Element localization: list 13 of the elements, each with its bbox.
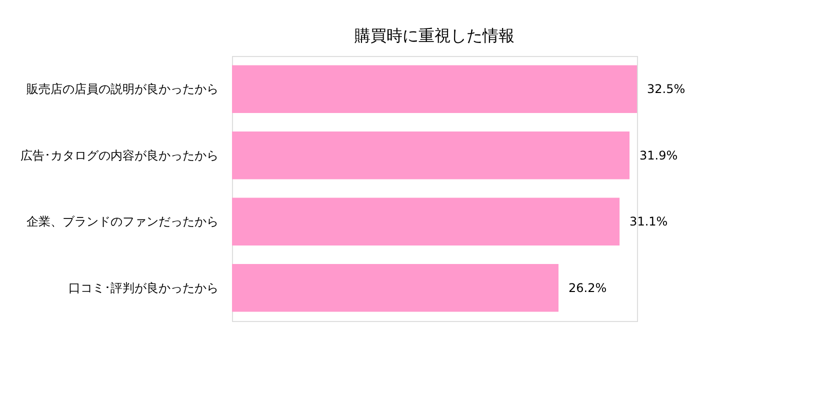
y-tick-label: 口コミ･評判が良かったから: [68, 280, 218, 295]
y-tick-label: 企業、ブランドのファンだったから: [26, 214, 218, 229]
bar: [232, 65, 637, 113]
bar: [232, 198, 620, 246]
y-tick-label: 販売店の店員の説明が良かったから: [26, 82, 218, 96]
data-label: 32.5%: [647, 82, 686, 96]
y-tick-label: 広告･カタログの内容が良かったから: [20, 148, 218, 162]
data-label: 31.1%: [630, 214, 668, 229]
data-label: 31.9%: [640, 148, 678, 162]
data-label: 26.2%: [568, 280, 607, 295]
bar: [232, 264, 558, 312]
chart-title: 購買時に重視した情報: [354, 26, 514, 45]
bar: [232, 132, 630, 180]
